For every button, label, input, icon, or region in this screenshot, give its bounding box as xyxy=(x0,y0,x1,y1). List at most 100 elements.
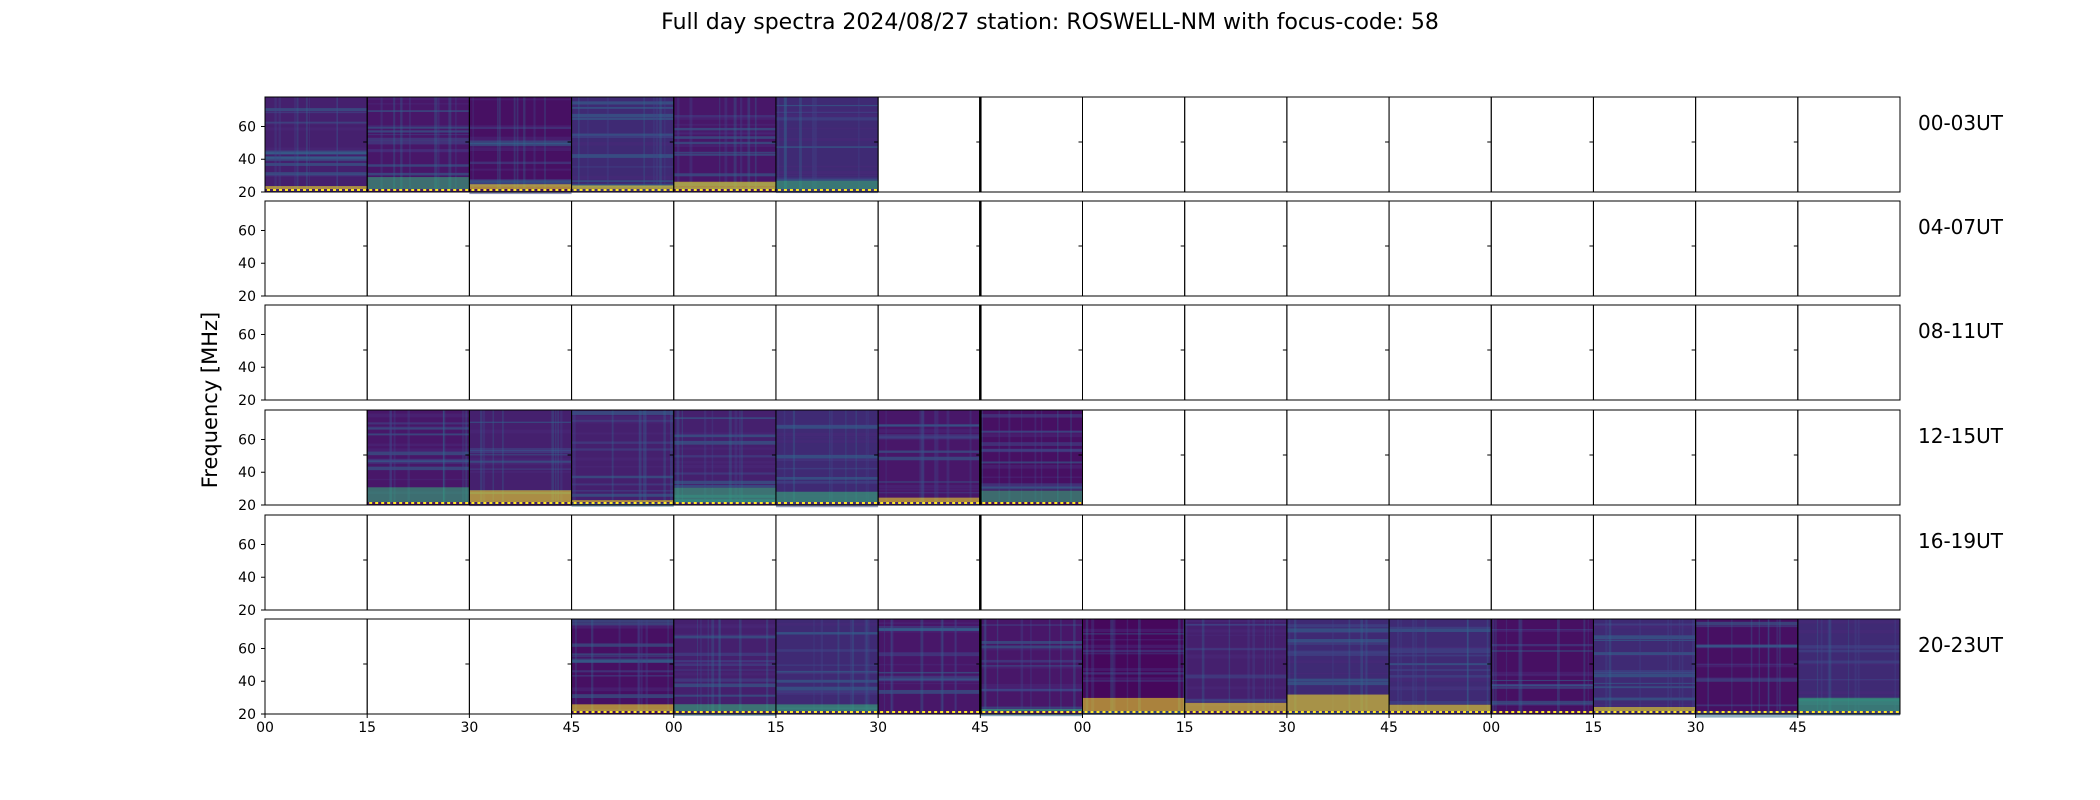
marker-dot xyxy=(579,711,583,713)
spectrogram-tile xyxy=(1593,619,1696,714)
time-streak xyxy=(1070,410,1072,505)
spectrogram-tile xyxy=(469,410,572,507)
spectral-band xyxy=(878,663,981,666)
segment-frame xyxy=(1286,304,1390,401)
marker-dot xyxy=(801,189,805,191)
marker-dot xyxy=(489,189,493,191)
time-streak xyxy=(572,410,576,505)
marker-dot xyxy=(994,502,998,504)
x-tick-label: 00 xyxy=(1074,720,1092,736)
spectral-band xyxy=(367,422,470,425)
marker-dot xyxy=(801,502,805,504)
marker-dot xyxy=(861,711,865,713)
marker-dot xyxy=(880,502,884,504)
marker-dot xyxy=(573,189,577,191)
spectral-band xyxy=(571,441,674,444)
segment-frame xyxy=(1592,200,1697,297)
spectral-band xyxy=(775,692,879,695)
spectral-band xyxy=(469,460,572,464)
marker-dot xyxy=(813,711,817,713)
spectral-band xyxy=(673,635,776,639)
spectral-band xyxy=(775,504,879,508)
time-streak xyxy=(278,97,281,192)
spectral-band xyxy=(1593,623,1696,626)
time-streak xyxy=(533,97,536,192)
marker-dot xyxy=(519,189,523,191)
spectrogram-tile xyxy=(1389,619,1492,714)
time-streak xyxy=(461,410,465,505)
time-streak xyxy=(1518,619,1521,714)
marker-dot xyxy=(603,502,607,504)
marker-dot xyxy=(591,502,595,504)
spectral-band xyxy=(980,414,1083,418)
marker-dot xyxy=(1144,711,1148,713)
spectral-band xyxy=(367,103,470,105)
segment-frame xyxy=(1388,514,1492,611)
spectral-band xyxy=(980,464,1083,469)
spectral-band xyxy=(673,485,776,488)
spectral-band xyxy=(673,626,776,629)
spectrogram-tile xyxy=(775,410,879,508)
spectral-band xyxy=(469,458,572,461)
marker-dot xyxy=(1114,711,1118,713)
spectral-band xyxy=(1593,673,1696,678)
spectrogram-tile xyxy=(878,410,981,506)
time-streak xyxy=(728,410,732,505)
marker-dot xyxy=(1469,711,1473,713)
spectral-band xyxy=(673,461,776,464)
spectral-band xyxy=(571,687,674,692)
marker-dot xyxy=(1132,711,1136,713)
time-streak xyxy=(455,97,457,192)
marker-dot xyxy=(321,189,324,191)
spectral-band xyxy=(1082,668,1185,671)
spectral-band xyxy=(1491,629,1594,631)
segment-frame xyxy=(366,200,470,297)
spectral-band xyxy=(775,137,879,141)
time-streak xyxy=(1056,410,1059,505)
marker-dot xyxy=(843,711,847,713)
spectral-band xyxy=(775,649,879,651)
marker-dot xyxy=(1535,711,1539,713)
time-streak xyxy=(1731,619,1733,714)
spectral-band xyxy=(673,713,776,716)
spectral-band xyxy=(878,424,981,427)
spectral-band xyxy=(1491,704,1594,707)
marker-dot xyxy=(771,711,775,713)
spectral-band xyxy=(1184,686,1287,690)
marker-dot xyxy=(627,502,631,504)
low-frequency-band xyxy=(265,186,368,189)
time-streak xyxy=(1268,619,1271,714)
time-streak xyxy=(1400,619,1402,714)
marker-dot xyxy=(687,189,691,191)
spectral-band xyxy=(469,447,572,450)
time-streak xyxy=(1110,619,1114,714)
time-streak xyxy=(1201,619,1205,714)
marker-dot xyxy=(1739,711,1743,713)
marker-dot xyxy=(645,189,649,191)
spectral-band xyxy=(775,650,879,652)
spectrogram-tile xyxy=(673,410,776,505)
segment-frame xyxy=(571,200,675,297)
spectral-band xyxy=(1286,712,1390,714)
spectrogram-tile xyxy=(367,97,470,192)
time-streak xyxy=(719,97,721,192)
spectral-band xyxy=(1491,700,1594,705)
y-tick-label: 40 xyxy=(238,465,256,481)
time-streak xyxy=(380,97,383,192)
spectral-band xyxy=(571,117,674,120)
spectral-band xyxy=(878,680,981,682)
tile-background xyxy=(775,619,879,714)
marker-dot xyxy=(627,711,631,713)
spectral-band xyxy=(673,678,776,682)
spectral-band xyxy=(265,156,368,159)
spectral-band xyxy=(775,110,879,114)
marker-dot xyxy=(1475,711,1479,713)
spectral-band xyxy=(571,113,674,118)
spectral-band xyxy=(673,116,776,120)
spectral-band xyxy=(367,426,470,430)
marker-dot xyxy=(1024,502,1028,504)
time-streak xyxy=(1495,619,1497,714)
tile-background xyxy=(367,97,470,192)
marker-dot xyxy=(1613,711,1617,713)
time-streak xyxy=(544,97,546,192)
